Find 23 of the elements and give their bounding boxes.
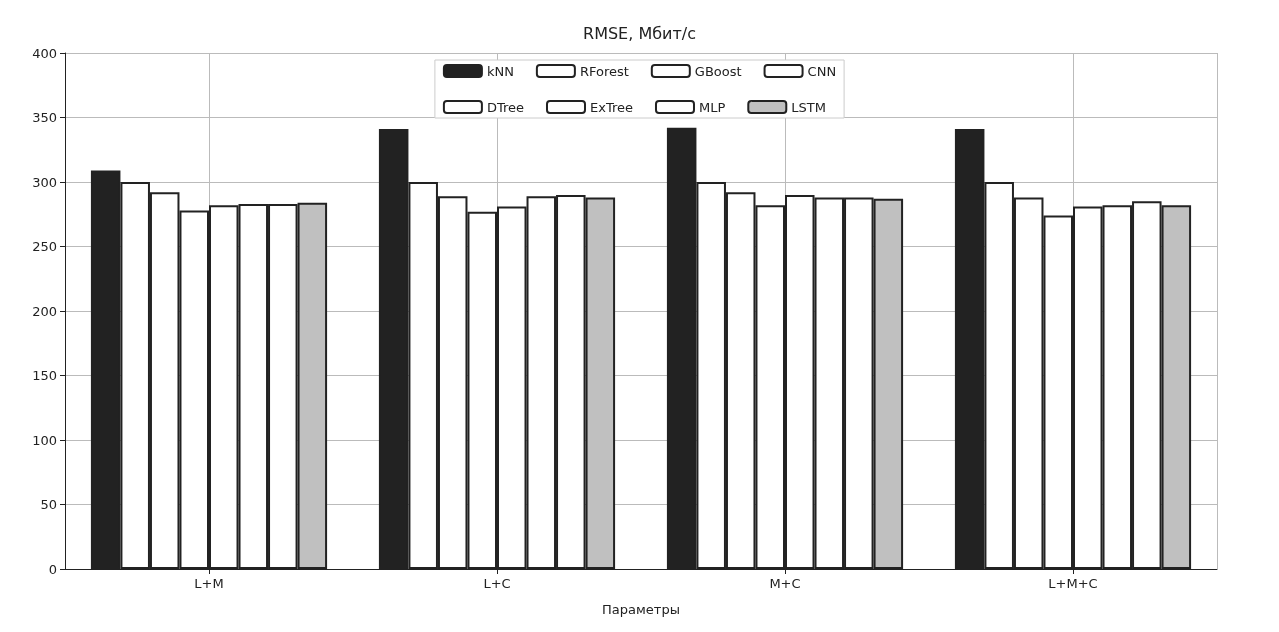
x-tick-label: L+M+C: [1048, 576, 1098, 591]
y-tick-label: 400: [32, 45, 57, 61]
y-tick-label: 200: [32, 303, 57, 319]
x-tick-label: M+C: [769, 576, 801, 591]
legend-label: ExTree: [590, 99, 633, 115]
y-tick-label: 300: [32, 174, 57, 190]
x-axis-title: Параметры: [602, 602, 680, 617]
legend-label: CNN: [807, 63, 837, 79]
legend-label: kNN: [486, 63, 514, 79]
x-tick-label: L+M: [194, 576, 224, 591]
y-tick-label: 250: [32, 239, 57, 254]
y-tick-label: 0: [48, 561, 57, 577]
legend-label: RForest: [579, 63, 629, 79]
legend-label: MLP: [698, 99, 726, 115]
y-tick-label: 100: [32, 432, 57, 448]
legend-label: GBoost: [694, 63, 742, 79]
chart-title: RMSE, Мбит/с: [583, 23, 696, 43]
legend-label: LSTM: [791, 99, 826, 115]
y-tick-label: 150: [32, 368, 57, 383]
legend-label: DTree: [486, 99, 525, 115]
x-tick-label: L+C: [483, 576, 511, 591]
y-tick-label: 50: [40, 497, 57, 512]
y-tick-label: 350: [32, 110, 57, 125]
